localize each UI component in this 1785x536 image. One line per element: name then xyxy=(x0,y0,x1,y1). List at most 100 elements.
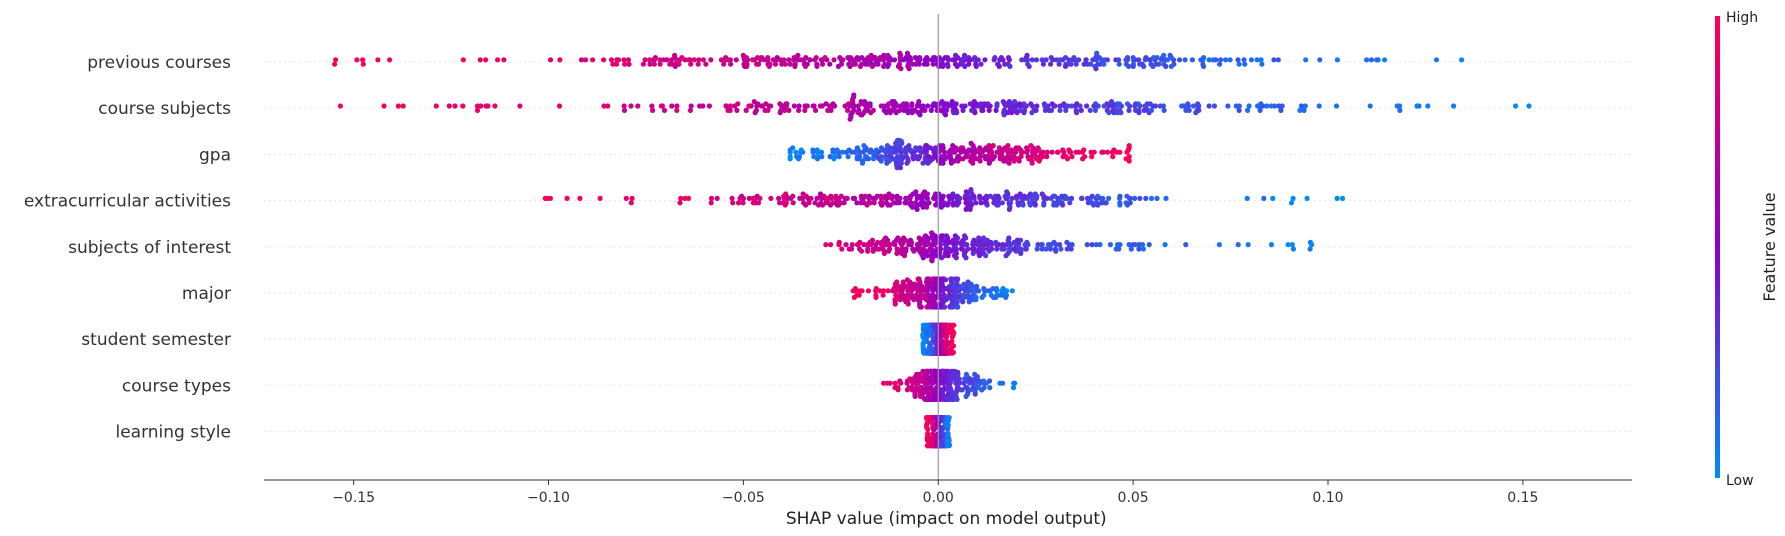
shap-point xyxy=(387,57,393,63)
shap-point xyxy=(1007,63,1013,69)
feature-label: course subjects xyxy=(98,99,231,119)
shap-point xyxy=(930,322,937,328)
shap-point xyxy=(1160,103,1166,109)
shap-point xyxy=(861,143,867,149)
shap-point xyxy=(613,61,620,67)
shap-point xyxy=(998,55,1005,61)
shap-point xyxy=(1298,103,1304,109)
shap-point xyxy=(917,393,924,399)
shap-point xyxy=(1066,147,1072,153)
shap-point xyxy=(1288,200,1295,206)
shap-point xyxy=(685,57,692,63)
shap-point xyxy=(1041,202,1047,208)
shap-point xyxy=(1126,63,1132,69)
shap-point xyxy=(1148,107,1154,113)
shap-point xyxy=(960,107,966,113)
shap-point xyxy=(909,110,915,116)
shap-point xyxy=(833,193,839,199)
shap-point xyxy=(937,443,943,449)
shap-point xyxy=(1223,57,1229,63)
shap-point xyxy=(674,103,680,109)
shap-point xyxy=(894,193,900,199)
shap-point xyxy=(823,242,829,248)
shap-point xyxy=(734,107,740,113)
colorbar: High Low Feature value xyxy=(1715,10,1779,489)
shap-point xyxy=(1433,57,1440,63)
shap-point xyxy=(938,204,944,210)
shap-point xyxy=(332,61,338,67)
shap-point xyxy=(1152,103,1159,109)
shap-point xyxy=(994,246,1000,252)
shap-point xyxy=(687,107,694,113)
shap-point xyxy=(952,233,958,239)
shap-point xyxy=(1127,200,1133,206)
shap-point xyxy=(1048,107,1054,113)
feature-label: student semester xyxy=(81,330,231,350)
shap-point xyxy=(1047,246,1054,252)
shap-point xyxy=(691,57,697,63)
shap-point xyxy=(621,107,628,113)
shap-point xyxy=(700,57,707,63)
shap-point xyxy=(1001,112,1007,118)
shap-point xyxy=(1033,107,1039,113)
shap-point xyxy=(744,63,750,69)
shap-point xyxy=(873,147,880,153)
shap-point xyxy=(1029,110,1035,116)
shap-point xyxy=(1289,242,1295,248)
shap-point xyxy=(802,63,809,69)
shap-point xyxy=(1068,61,1074,67)
x-tick-label: −0.15 xyxy=(332,490,375,506)
feature-label: gpa xyxy=(199,145,231,165)
shap-point xyxy=(967,376,973,382)
shap-point xyxy=(977,193,983,199)
shap-point xyxy=(678,195,684,201)
shap-point xyxy=(1064,239,1070,245)
shap-point xyxy=(976,288,982,294)
shap-point xyxy=(708,200,714,206)
shap-point xyxy=(1010,385,1017,391)
shap-point xyxy=(783,191,789,197)
shap-point xyxy=(878,145,885,151)
shap-point xyxy=(990,286,996,292)
shap-point xyxy=(879,202,885,208)
shap-point xyxy=(735,101,741,107)
shap-point xyxy=(1104,149,1111,155)
shap-point xyxy=(1078,107,1084,113)
shap-point xyxy=(1027,202,1033,208)
shap-point xyxy=(865,288,872,294)
shap-point xyxy=(879,239,885,245)
shap-point xyxy=(1304,195,1310,201)
shap-point xyxy=(969,107,975,113)
shap-point xyxy=(924,322,930,328)
shap-point xyxy=(1116,61,1122,67)
shap-point xyxy=(1022,246,1029,252)
shap-point xyxy=(864,202,870,208)
shap-point xyxy=(1106,110,1112,116)
shap-point xyxy=(936,101,942,107)
shap-point xyxy=(916,99,922,105)
shap-point xyxy=(1189,57,1195,63)
shap-point xyxy=(922,286,928,292)
shap-point xyxy=(920,160,926,166)
shap-point xyxy=(867,239,873,245)
shap-point xyxy=(920,255,926,261)
colorbar-low-label: Low xyxy=(1726,473,1754,489)
shap-point xyxy=(729,195,735,201)
shap-point xyxy=(819,61,826,67)
shap-point xyxy=(474,107,481,113)
shap-point xyxy=(993,239,999,245)
shap-point xyxy=(883,156,889,162)
shap-point xyxy=(1368,57,1375,63)
shap-point xyxy=(782,202,788,208)
shap-point xyxy=(887,202,893,208)
shap-point xyxy=(1161,52,1167,59)
shap-point xyxy=(903,101,910,107)
shap-point xyxy=(849,242,855,248)
shap-point xyxy=(740,200,746,206)
shap-point xyxy=(803,55,809,61)
shap-point xyxy=(688,103,694,109)
shap-point xyxy=(1063,107,1069,113)
shap-point xyxy=(1028,101,1034,107)
shap-point xyxy=(650,107,656,113)
feature-labels: previous courses course subjects gpa extrac… xyxy=(24,53,231,443)
